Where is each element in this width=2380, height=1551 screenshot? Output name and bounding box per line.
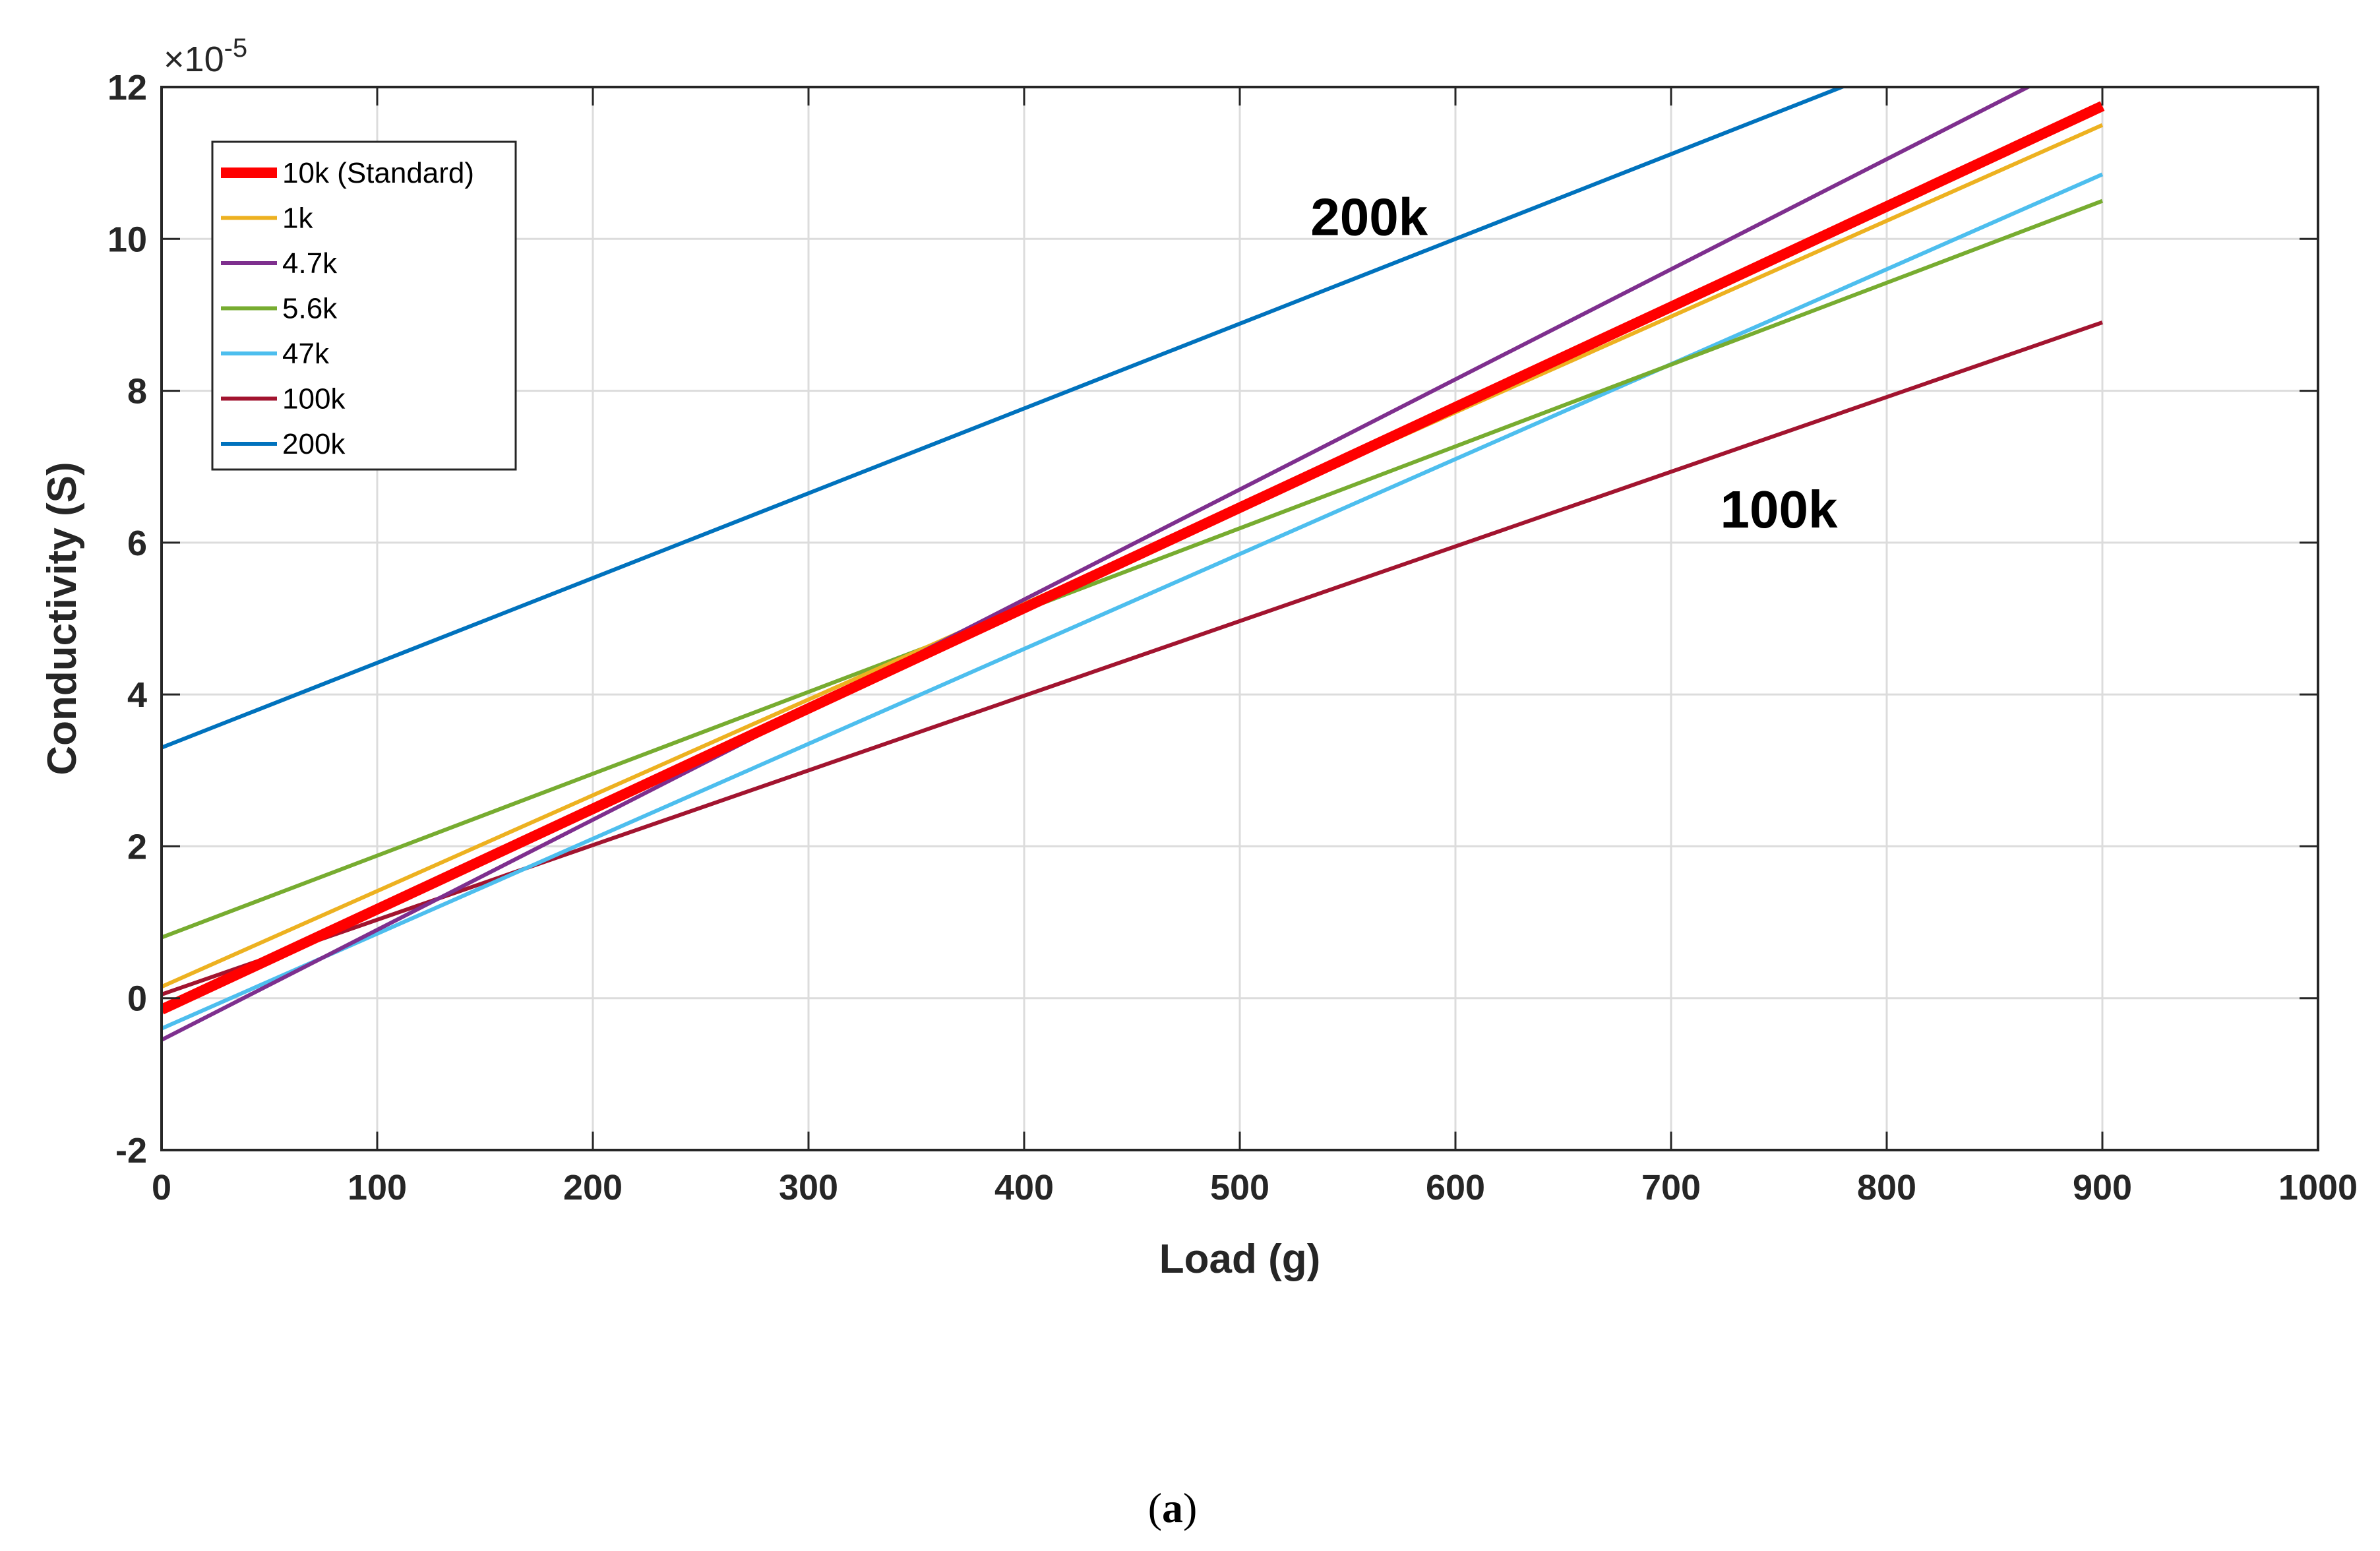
tick-labels: 0 100 200 300 400 500 600 700 800 900 1000-2024681… [107, 68, 2358, 1207]
legend-box [211, 140, 517, 471]
legend-label: 100k [282, 383, 346, 415]
x-tick-label: 800 [1857, 1168, 1916, 1207]
series-layer [162, 87, 2105, 1042]
series-line-47k [162, 172, 2104, 1031]
legend-label: 47k [282, 338, 330, 370]
axis-ticks [160, 86, 2319, 1151]
y-tick-label: 0 [127, 979, 147, 1019]
x-tick-label: 0 [152, 1168, 171, 1207]
x-tick-label: 100 [348, 1168, 407, 1207]
series-line-100k [162, 320, 2103, 996]
y-axis-title: Conductivity (S) [40, 462, 85, 775]
series-line-5-6k [162, 198, 2104, 940]
legend-label: 5.6k [282, 293, 338, 325]
x-tick-label: 500 [1210, 1168, 1269, 1207]
legend-label: 10k (Standard) [282, 157, 474, 189]
series-line-4-7k [162, 87, 2032, 1042]
annotations: 200k 100k [1310, 188, 1838, 539]
y-tick-label: 8 [127, 372, 147, 411]
y-tick-label: 4 [127, 675, 147, 715]
y-tick-label: -2 [115, 1131, 147, 1171]
x-tick-label: 1000 [2278, 1168, 2358, 1207]
y-tick-label: 10 [107, 220, 147, 259]
x-tick-label: 600 [1426, 1168, 1485, 1207]
series-line-200k [162, 87, 1847, 750]
legend-label: 1k [282, 202, 313, 235]
legend-items: 10k (Standard) 1k 4.7k 5.6k 47k 100k 200k [221, 157, 474, 460]
x-axis-title: Load (g) [1159, 1236, 1321, 1282]
y-axis-exponent: ×10-5 [164, 34, 247, 79]
legend-label: 4.7k [282, 247, 338, 280]
x-tick-label: 700 [1641, 1168, 1701, 1207]
annotation-label: 200k [1310, 188, 1428, 247]
y-tick-label: 12 [107, 68, 147, 107]
x-tick-label: 400 [994, 1168, 1054, 1207]
figure-caption: (a) [1148, 1484, 1198, 1531]
legend: 10k (Standard) 1k 4.7k 5.6k 47k 100k 200k [211, 140, 517, 471]
series-line-10k [162, 101, 2105, 1015]
x-tick-label: 300 [779, 1168, 838, 1207]
x-tick-label: 200 [563, 1168, 623, 1207]
legend-label: 200k [282, 428, 346, 460]
annotation-label: 100k [1721, 480, 1838, 539]
y-tick-label: 2 [127, 827, 147, 867]
x-tick-label: 900 [2073, 1168, 2132, 1207]
y-tick-label: 6 [127, 524, 147, 563]
